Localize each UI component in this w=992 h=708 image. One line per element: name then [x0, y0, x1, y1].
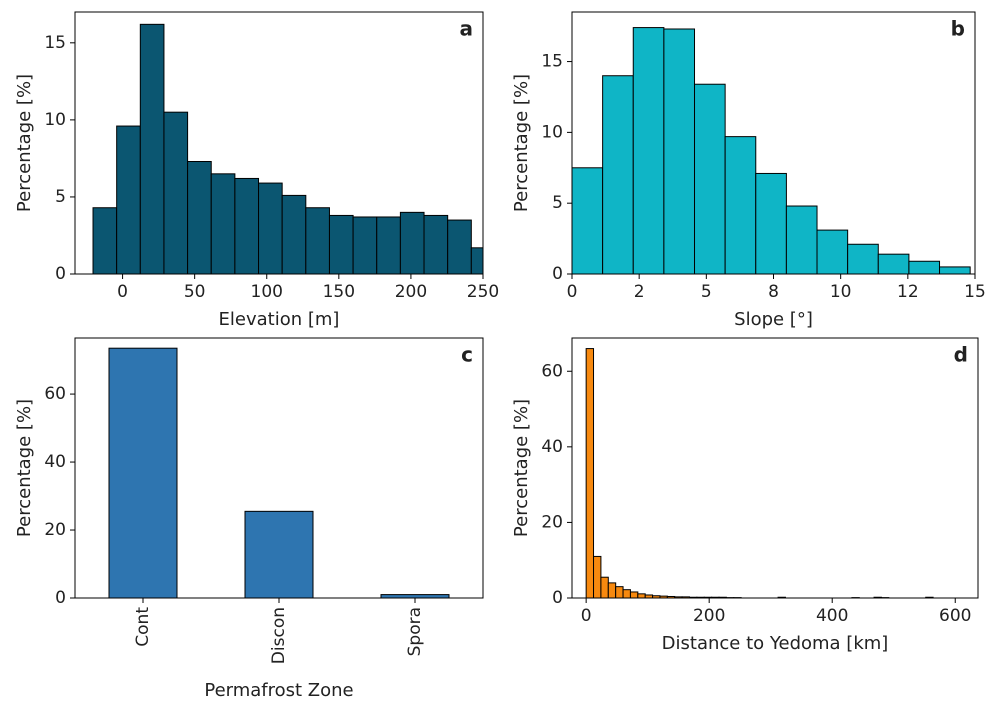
bar [234, 177, 260, 274]
x-tick-label: 10 [830, 282, 852, 302]
bar [139, 23, 165, 274]
bar [163, 111, 189, 274]
x-tick-label: Spora [405, 607, 425, 656]
bar [92, 207, 118, 274]
y-tick-label: 15 [541, 52, 563, 72]
y-tick-label: 20 [44, 520, 66, 540]
bar [244, 510, 314, 598]
x-tick-label: 150 [323, 282, 355, 302]
bar [847, 243, 879, 274]
bar [593, 555, 602, 598]
axes-frame [571, 11, 976, 275]
bar [187, 160, 212, 274]
axes-frame [571, 337, 979, 599]
y-axis-label: Percentage [%] [511, 399, 532, 537]
bar [785, 205, 818, 274]
x-tick-label: 15 [964, 282, 986, 302]
bar [724, 136, 757, 274]
x-tick-label: 12 [897, 282, 919, 302]
plot-area [572, 27, 971, 274]
y-tick-label: 0 [552, 264, 563, 284]
plot-area [585, 348, 934, 598]
panel-letter: b [951, 17, 965, 41]
x-tick-label: 200 [693, 606, 725, 626]
bar [939, 266, 971, 274]
bar [281, 194, 307, 274]
y-axis-label: Percentage [%] [511, 74, 532, 212]
bar [632, 27, 665, 274]
bar [622, 589, 631, 598]
bar [447, 219, 472, 274]
x-tick-label: 400 [816, 606, 848, 626]
bar [399, 211, 425, 274]
x-tick-label: Cont [133, 607, 153, 647]
x-tick-label: Discon [269, 607, 289, 664]
y-tick-label: 60 [44, 384, 66, 404]
y-axis-label: Percentage [%] [14, 399, 35, 537]
bar [637, 593, 646, 598]
bar [210, 173, 236, 274]
bar [380, 594, 450, 598]
panel-letter: d [954, 343, 968, 367]
bar [600, 576, 609, 598]
x-tick-label: 50 [184, 282, 206, 302]
x-tick-label: 0 [117, 282, 128, 302]
bar [376, 216, 401, 274]
plot-area [92, 23, 483, 274]
x-tick-label: 0 [581, 606, 592, 626]
y-tick-label: 0 [55, 588, 66, 608]
y-tick-label: 20 [541, 512, 563, 532]
bar [305, 207, 330, 274]
bar [572, 167, 604, 274]
bar [615, 586, 624, 598]
x-tick-label: 5 [701, 282, 712, 302]
x-tick-label: 600 [939, 606, 971, 626]
x-tick-label: 100 [251, 282, 283, 302]
bar [328, 214, 354, 274]
x-axis-label: Permafrost Zone [204, 680, 353, 701]
y-tick-label: 5 [55, 187, 66, 207]
y-tick-label: 40 [44, 452, 66, 472]
bar [423, 214, 449, 274]
bar [816, 229, 849, 274]
y-tick-label: 10 [541, 122, 563, 142]
y-tick-label: 0 [55, 264, 66, 284]
x-axis-label: Slope [°] [734, 309, 813, 330]
panel-letter: a [460, 17, 474, 41]
y-tick-label: 10 [44, 110, 66, 130]
y-tick-label: 40 [541, 437, 563, 457]
y-tick-label: 60 [541, 361, 563, 381]
axes-frame [74, 337, 484, 599]
y-axis-label: Percentage [%] [14, 74, 35, 212]
bar [470, 247, 483, 274]
bar [258, 182, 283, 274]
bar [663, 28, 696, 274]
bar [116, 125, 141, 274]
x-tick-label: 2 [634, 282, 645, 302]
bar [694, 83, 726, 274]
bar [877, 253, 910, 274]
plot-area [108, 347, 450, 598]
bar [755, 172, 787, 274]
bar [108, 347, 178, 598]
panel-letter: c [461, 343, 473, 367]
x-tick-label: 250 [467, 282, 499, 302]
bar [908, 260, 941, 274]
bar [602, 75, 634, 274]
x-axis-label: Elevation [m] [219, 309, 340, 330]
y-tick-label: 0 [552, 588, 563, 608]
x-tick-label: 8 [768, 282, 779, 302]
axes-frame [74, 11, 484, 275]
x-axis-label: Distance to Yedoma [km] [662, 633, 889, 654]
bar [585, 348, 595, 598]
x-tick-label: 0 [567, 282, 578, 302]
y-tick-label: 15 [44, 33, 66, 53]
x-tick-label: 200 [395, 282, 427, 302]
y-tick-label: 5 [552, 193, 563, 213]
bar [629, 591, 639, 598]
bar [607, 582, 617, 598]
bar [352, 216, 378, 274]
